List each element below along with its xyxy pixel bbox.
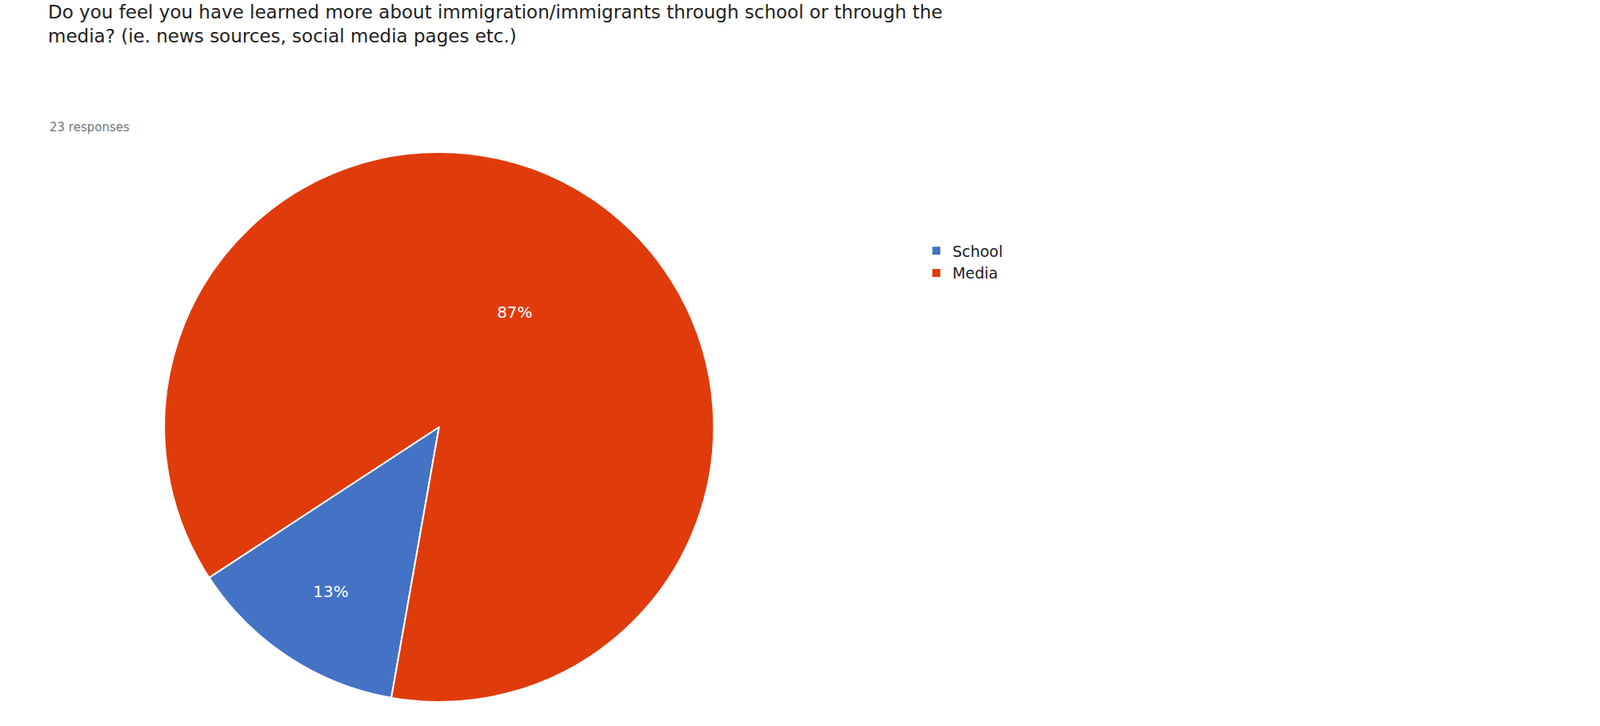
svg-text:Media: Media	[952, 264, 998, 282]
svg-text:87%: 87%	[496, 302, 532, 322]
svg-text:Do you feel you have learned m: Do you feel you have learned more about …	[48, 1, 943, 47]
svg-text:23 responses: 23 responses	[49, 120, 130, 135]
svg-text:School: School	[952, 242, 1003, 260]
svg-text:13%: 13%	[312, 581, 348, 601]
